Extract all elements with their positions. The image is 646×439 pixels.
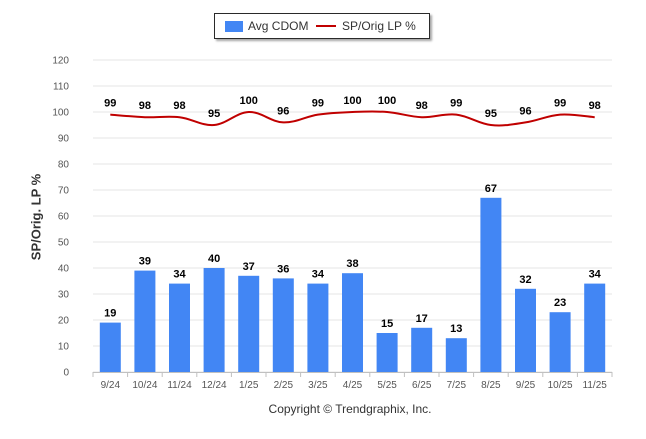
x-tick-label: 8/25 [481,380,501,391]
bar [377,333,398,372]
line-data-label: 98 [416,100,428,112]
line-data-label: 99 [554,98,566,110]
bar [100,323,121,372]
line-data-label: 98 [139,100,151,112]
y-tick-label: 80 [58,160,70,171]
copyright-text: Copyright © Trendgraphix, Inc. [269,402,432,416]
bar-data-label: 34 [312,269,325,281]
y-tick-label: 40 [58,264,70,275]
x-tick-label: 11/25 [583,380,608,391]
line-data-label: 96 [277,105,289,117]
bar [273,278,294,372]
line-data-label: 98 [589,100,601,112]
bar [342,273,363,372]
line-data-label: 95 [485,108,497,120]
y-tick-label: 10 [58,342,70,353]
x-tick-label: 1/25 [239,380,259,391]
x-tick-label: 2/25 [274,380,294,391]
y-tick-label: 110 [53,82,69,93]
bar [411,328,432,372]
x-tick-label: 3/25 [308,380,328,391]
bar-data-label: 13 [450,323,462,335]
bar [204,268,225,372]
x-tick-label: 9/24 [101,380,121,391]
line-data-label: 100 [343,95,361,107]
x-tick-label: 6/25 [412,380,432,391]
line-data-label: 96 [519,105,531,117]
x-tick-label: 5/25 [377,380,397,391]
line-data-label: 98 [173,100,185,112]
y-tick-label: 20 [58,316,70,327]
bar [480,198,501,372]
bar [446,338,467,372]
bar [550,312,571,372]
y-tick-label: 60 [58,212,70,223]
x-tick-label: 9/25 [516,380,536,391]
x-tick-label: 4/25 [343,380,363,391]
line-data-label: 100 [240,95,258,107]
bar [307,284,328,372]
bar-data-label: 67 [485,183,497,195]
y-tick-label: 50 [58,238,70,249]
y-tick-label: 0 [63,368,69,379]
legend-item-bar[interactable]: Avg CDOM [225,14,308,38]
y-tick-label: 100 [52,108,69,119]
legend-line-label: SP/Orig LP % [342,19,416,33]
bar-data-label: 37 [243,261,255,273]
x-tick-label: 12/24 [202,380,227,391]
legend-bar-label: Avg CDOM [248,19,308,33]
bar [584,284,605,372]
y-tick-label: 70 [58,186,70,197]
bar-data-label: 23 [554,297,566,309]
bar [515,289,536,372]
legend-bar-swatch [225,21,243,32]
x-tick-label: 11/24 [167,380,192,391]
bar-data-label: 38 [346,258,358,270]
y-axis-title: SP/Orig. LP % [29,174,44,260]
x-tick-label: 7/25 [447,380,467,391]
x-tick-label: 10/25 [548,380,573,391]
bar-data-label: 39 [139,256,151,268]
bar-data-label: 34 [173,269,186,281]
bar-data-label: 15 [381,318,393,330]
bar [238,276,259,372]
line-data-label: 99 [450,98,462,110]
line-data-label: 99 [312,98,324,110]
bar-data-label: 32 [519,274,531,286]
legend-item-line[interactable]: SP/Orig LP % [316,14,416,38]
bar [169,284,190,372]
line-data-label: 95 [208,108,220,120]
bar-data-label: 36 [277,263,289,275]
bar-data-label: 17 [416,313,428,325]
bar-data-label: 34 [589,269,602,281]
legend-line-swatch [316,25,336,27]
bar [134,271,155,372]
y-tick-label: 30 [58,290,70,301]
legend: Avg CDOM SP/Orig LP % [214,13,430,39]
y-tick-label: 90 [58,134,70,145]
bar-data-label: 40 [208,253,220,265]
x-tick-label: 10/24 [132,380,157,391]
y-tick-label: 120 [52,56,69,67]
bar-data-label: 19 [104,308,116,320]
line-data-label: 99 [104,98,116,110]
line-data-label: 100 [378,95,396,107]
